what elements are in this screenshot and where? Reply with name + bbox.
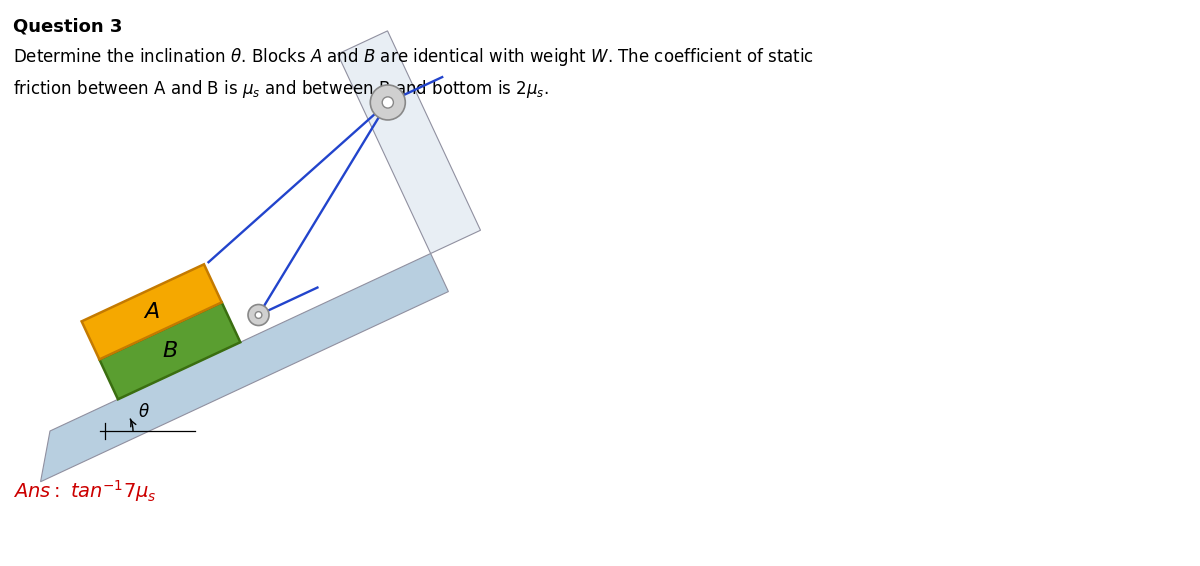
Text: $\it{Ans:}$ $\it{tan}$$^{-1}$$\it{7\mu_s}$: $\it{Ans:}$ $\it{tan}$$^{-1}$$\it{7\mu_s… [13,478,157,504]
Text: Determine the inclination $\theta$. Blocks $\mathit{A}$ and $\mathit{B}$ are ide: Determine the inclination $\theta$. Bloc… [13,46,814,68]
Polygon shape [337,31,480,254]
Circle shape [248,305,269,325]
Polygon shape [41,254,449,482]
Text: $\mathit{A}$: $\mathit{A}$ [143,302,160,322]
Text: Question 3: Question 3 [13,18,122,36]
Circle shape [371,85,406,120]
Text: $\mathit{B}$: $\mathit{B}$ [162,341,178,361]
Polygon shape [82,264,222,359]
Circle shape [383,97,394,108]
Polygon shape [100,302,240,399]
Text: $\theta$: $\theta$ [138,403,150,421]
Text: friction between A and B is $\mu_s$ and between B and bottom is $2\mu_s$.: friction between A and B is $\mu_s$ and … [13,78,548,100]
Circle shape [256,312,262,318]
